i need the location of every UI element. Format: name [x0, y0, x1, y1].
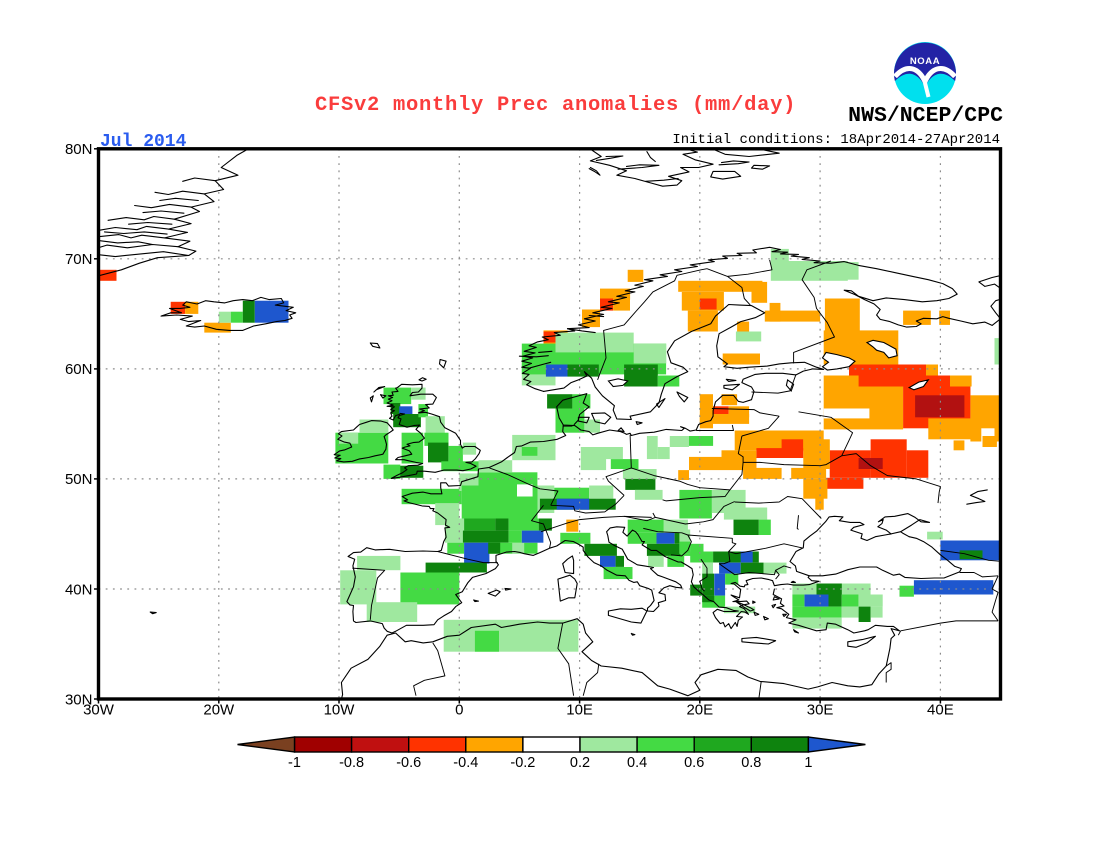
svg-text:40N: 40N — [65, 581, 93, 598]
svg-text:50N: 50N — [65, 471, 93, 488]
svg-text:20W: 20W — [203, 702, 235, 719]
svg-text:10W: 10W — [324, 702, 356, 719]
svg-text:40E: 40E — [927, 702, 954, 719]
svg-text:80N: 80N — [65, 141, 93, 158]
svg-text:CFSv2 monthly Prec anomalies (: CFSv2 monthly Prec anomalies (mm/day) — [315, 94, 796, 117]
svg-text:Jul 2014: Jul 2014 — [100, 132, 187, 152]
svg-text:0.6: 0.6 — [684, 755, 704, 771]
svg-text:30E: 30E — [807, 702, 834, 719]
svg-text:NWS/NCEP/CPC: NWS/NCEP/CPC — [848, 104, 1003, 128]
svg-text:60N: 60N — [65, 361, 93, 378]
svg-text:1: 1 — [804, 755, 812, 771]
svg-text:10E: 10E — [566, 702, 593, 719]
svg-text:-0.4: -0.4 — [453, 755, 478, 771]
svg-text:20E: 20E — [686, 702, 713, 719]
svg-text:0.8: 0.8 — [741, 755, 761, 771]
svg-text:0.4: 0.4 — [627, 755, 647, 771]
svg-text:70N: 70N — [65, 251, 93, 268]
svg-text:-0.6: -0.6 — [396, 755, 421, 771]
svg-text:Initial conditions: 18Apr2014-: Initial conditions: 18Apr2014-27Apr2014 — [672, 132, 1000, 148]
svg-text:0: 0 — [455, 702, 463, 719]
svg-text:-0.8: -0.8 — [339, 755, 364, 771]
svg-text:NOAA: NOAA — [910, 56, 940, 67]
svg-text:30W: 30W — [83, 702, 115, 719]
svg-text:30N: 30N — [65, 691, 93, 708]
svg-text:-0.2: -0.2 — [510, 755, 535, 771]
svg-text:-1: -1 — [288, 755, 301, 771]
svg-text:0.2: 0.2 — [570, 755, 590, 771]
